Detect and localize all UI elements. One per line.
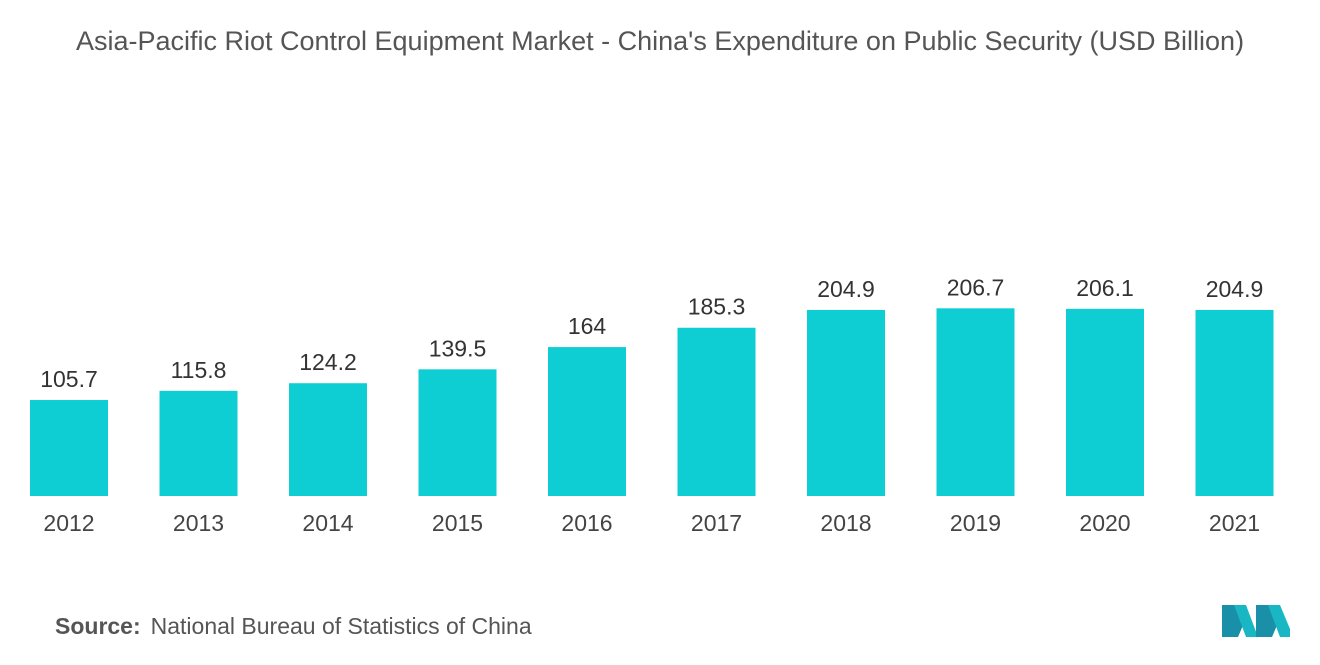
value-label: 204.9 (1206, 276, 1264, 302)
x-tick-label: 2012 (43, 510, 94, 536)
value-label: 124.2 (299, 349, 357, 375)
source: Source: National Bureau of Statistics of … (55, 613, 532, 640)
source-text: National Bureau of Statistics of China (150, 613, 532, 639)
bar (936, 308, 1015, 496)
chart-title: Asia-Pacific Riot Control Equipment Mark… (75, 26, 1245, 56)
value-label: 185.3 (688, 294, 746, 320)
value-label: 105.7 (40, 366, 98, 392)
x-tick-label: 2017 (691, 510, 742, 536)
bar (548, 347, 626, 496)
x-tick-label: 2013 (173, 510, 224, 536)
source-label: Source: (55, 613, 141, 639)
bar (677, 327, 756, 496)
x-tick-label: 2019 (950, 510, 1001, 536)
bar (1195, 309, 1274, 496)
value-label: 139.5 (429, 335, 487, 361)
bar (159, 390, 238, 496)
x-tick-label: 2021 (1209, 510, 1260, 536)
bar (1066, 308, 1144, 496)
x-tick-label: 2014 (302, 510, 353, 536)
logo-shape (1268, 605, 1290, 637)
value-label: 164 (568, 313, 607, 339)
value-label: 115.8 (171, 357, 227, 383)
logo-shape (1234, 605, 1258, 637)
bar (30, 400, 108, 496)
x-tick-label: 2015 (432, 510, 483, 536)
value-label: 206.1 (1076, 275, 1134, 301)
value-label: 206.7 (947, 274, 1005, 300)
x-tick-label: 2016 (561, 510, 612, 536)
value-label: 204.9 (817, 276, 875, 302)
x-tick-label: 2020 (1079, 510, 1130, 536)
bar (289, 383, 367, 496)
logo (1222, 605, 1290, 637)
bar (418, 369, 497, 496)
bar (807, 309, 885, 496)
x-tick-label: 2018 (820, 510, 871, 536)
